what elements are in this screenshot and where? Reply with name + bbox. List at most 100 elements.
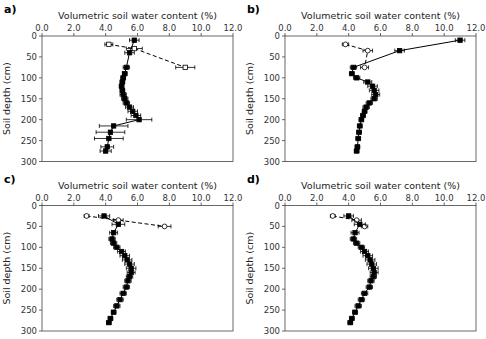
y-tick (282, 140, 285, 141)
error-bar-cap (116, 241, 117, 245)
y-tick-label: 0 (275, 31, 280, 41)
marker (355, 145, 359, 149)
series (95, 38, 152, 153)
marker (374, 92, 378, 96)
error-bar-cap (119, 291, 120, 295)
x-tick-label: 10.0 (435, 193, 454, 203)
error-bar-cap (362, 49, 363, 53)
error-bar-cap (129, 101, 130, 105)
error-bar (372, 93, 380, 97)
marker (358, 222, 362, 226)
marker (132, 46, 136, 50)
marker (366, 254, 370, 258)
x-tick-label: 6.0 (131, 23, 145, 33)
marker (111, 310, 115, 314)
panel-label: d) (247, 173, 260, 186)
error-bar-cap (356, 237, 357, 241)
marker (371, 266, 375, 270)
y-tick (282, 247, 285, 248)
y-tick-label: 200 (264, 284, 280, 294)
x-tick (201, 203, 202, 206)
error-bar-cap (122, 258, 123, 262)
marker (371, 274, 375, 278)
y-tick (39, 36, 42, 37)
error-bar (126, 275, 132, 279)
error-bar-cap (194, 65, 195, 69)
x-tick-label: 12.0 (224, 23, 243, 33)
error-bar (355, 145, 360, 149)
y-tick (282, 36, 285, 37)
error-bar-cap (140, 113, 141, 117)
error-bar (363, 49, 373, 53)
y-tick (39, 205, 42, 206)
y-tick-label: 50 (26, 52, 37, 62)
error-bar-cap (124, 222, 125, 226)
error-bar-cap (131, 279, 132, 283)
error-bar (99, 124, 128, 128)
error-bar-cap (123, 298, 124, 302)
marker (348, 320, 352, 324)
error-bar (112, 222, 125, 226)
y-tick-label: 0 (275, 201, 280, 211)
y-tick-label: 150 (21, 94, 37, 104)
error-bar-cap (377, 97, 378, 101)
error-bar-cap (404, 49, 405, 53)
y-tick (282, 310, 285, 311)
data-area (330, 214, 378, 325)
error-bar-cap (371, 93, 372, 97)
series (84, 214, 171, 229)
error-bar (117, 298, 123, 302)
y-tick-label: 250 (21, 305, 37, 315)
marker (107, 42, 111, 46)
error-bar (118, 250, 126, 254)
marker (346, 214, 350, 218)
error-bar (371, 97, 377, 101)
error-bar (95, 136, 124, 140)
error-bar-cap (113, 245, 114, 249)
error-bar-cap (125, 250, 126, 254)
marker (362, 291, 366, 295)
y-tick-label: 200 (21, 115, 37, 125)
marker (121, 92, 125, 96)
marker (353, 310, 357, 314)
error-bar (114, 218, 124, 222)
error-bar (120, 88, 125, 92)
x-tick (476, 203, 477, 206)
y-tick-label: 300 (21, 157, 37, 167)
series-line (109, 44, 185, 67)
error-bar-cap (158, 224, 159, 228)
x-tick-label: 0.0 (278, 193, 292, 203)
error-bar-cap (374, 279, 375, 283)
marker (120, 88, 124, 92)
figure: 0.02.04.06.08.010.012.005010015020025030… (0, 0, 486, 339)
marker (124, 285, 128, 289)
error-bar (455, 38, 465, 42)
y-tick-label: 300 (264, 326, 280, 336)
error-bar (363, 105, 369, 109)
marker (365, 48, 370, 53)
marker (127, 274, 131, 278)
marker (350, 316, 354, 320)
error-bar-cap (108, 237, 109, 241)
error-bar (369, 266, 379, 270)
marker (356, 136, 360, 140)
error-bar-cap (119, 93, 120, 97)
x-axis-label: Volumetric soil water content (%) (58, 180, 217, 191)
error-bar-cap (129, 285, 130, 289)
marker (103, 149, 107, 153)
error-bar (108, 316, 113, 320)
x-tick (42, 33, 43, 36)
error-bar (121, 76, 126, 80)
marker (354, 149, 358, 153)
error-bar (114, 304, 120, 308)
marker (362, 109, 366, 113)
error-bar (361, 291, 367, 295)
error-bar (367, 262, 377, 266)
marker (358, 124, 362, 128)
x-tick (73, 33, 74, 36)
error-bar-cap (100, 149, 101, 153)
error-bar (123, 101, 129, 105)
x-tick (348, 203, 349, 206)
error-bar-cap (355, 304, 356, 308)
marker (123, 97, 127, 101)
